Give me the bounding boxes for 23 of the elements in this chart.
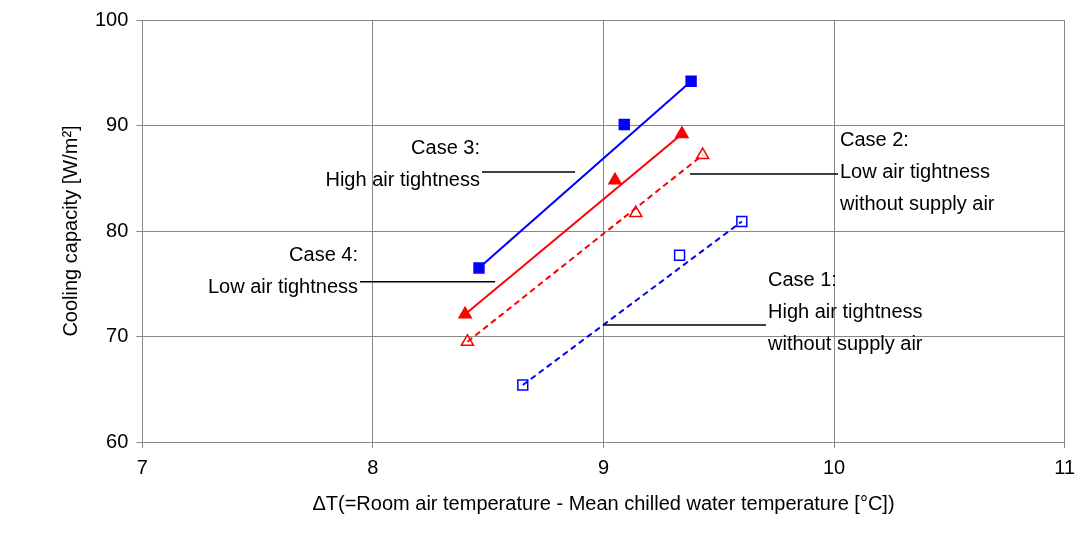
point: [618, 118, 630, 131]
point: [458, 306, 472, 319]
point: [695, 147, 710, 160]
annotation: Case 4: Low air tightness: [207, 242, 358, 297]
y-axis-title: Cooling capacity [W/m²]: [58, 125, 81, 337]
point: [608, 172, 622, 185]
x-tick-label: 10: [822, 455, 846, 478]
x-tick-label: 9: [597, 455, 610, 478]
x-tick-label: 8: [367, 455, 379, 478]
annotation: Case 1: High air tightness without supply air: [767, 267, 923, 354]
x-tick-label: 7: [136, 455, 148, 478]
annotation: Case 3: High air tightness: [325, 135, 480, 190]
y-tick-label: 70: [106, 324, 129, 347]
point: [685, 75, 697, 87]
y-tick-label: 80: [106, 218, 129, 241]
y-tick-label: 90: [106, 113, 129, 136]
point: [673, 249, 686, 261]
y-tick-label: 100: [94, 7, 129, 30]
point: [473, 262, 485, 274]
x-axis-title: ΔT(=Room air temperature - Mean chilled water temperature [°C]): [312, 491, 895, 514]
y-tick-label: 60: [106, 429, 129, 452]
annotation: Case 2: Low air tightness without supply air: [839, 127, 995, 214]
x-tick-label: 11: [1054, 455, 1075, 478]
